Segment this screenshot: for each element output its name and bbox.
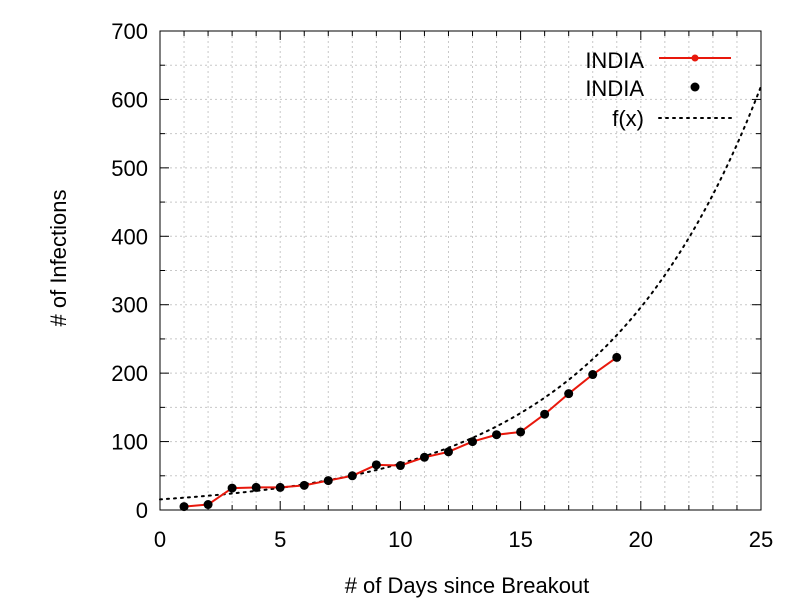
data-point-india [468, 437, 478, 447]
x-tick-label: 5 [274, 527, 286, 552]
grid-lines [160, 31, 761, 510]
x-tick-label: 10 [388, 527, 412, 552]
y-tick-label: 600 [111, 87, 148, 112]
data-point-india [395, 461, 405, 471]
data-point-india [251, 482, 261, 492]
x-axis-title: # of Days since Breakout [345, 573, 590, 598]
data-point-india [275, 482, 285, 492]
data-point-india [443, 447, 453, 457]
fit-curve-fx [159, 85, 762, 501]
legend: INDIA INDIA f(x) [585, 48, 732, 131]
legend-label-fx: f(x) [612, 106, 644, 131]
legend-sample-india-point [690, 82, 700, 92]
data-point-india [347, 471, 357, 481]
data-point-india [588, 370, 598, 380]
legend-label-india-points: INDIA [585, 76, 644, 101]
x-tick-label: 25 [749, 527, 773, 552]
y-axis-title: # of Infections [46, 190, 71, 327]
x-tick-label: 0 [154, 527, 166, 552]
data-point-india [564, 389, 574, 399]
tick-layer: 0 5 10 15 20 25 0 100 200 300 400 500 600 700 [111, 19, 773, 552]
data-point-india [371, 460, 381, 470]
y-tick-label: 700 [111, 19, 148, 44]
y-tick-label: 100 [111, 430, 148, 455]
data-point-india [516, 427, 526, 437]
data-point-india [323, 476, 333, 486]
x-tick-label: 20 [629, 527, 653, 552]
data-point-india [299, 480, 309, 490]
data-point-india [540, 409, 550, 419]
x-tick-label: 15 [508, 527, 532, 552]
y-tick-label: 0 [136, 498, 148, 523]
fit-curve-layer [159, 85, 762, 501]
data-point-india [203, 500, 213, 510]
data-point-india [612, 352, 622, 362]
y-tick-label: 300 [111, 293, 148, 318]
legend-sample-india-line-marker [691, 54, 699, 62]
data-point-india [492, 430, 502, 440]
legend-label-india-line: INDIA [585, 48, 644, 73]
y-tick-label: 200 [111, 361, 148, 386]
data-point-india [419, 452, 429, 462]
data-point-india [227, 483, 237, 493]
y-tick-label: 500 [111, 156, 148, 181]
y-tick-label: 400 [111, 224, 148, 249]
series-layer [179, 352, 622, 512]
